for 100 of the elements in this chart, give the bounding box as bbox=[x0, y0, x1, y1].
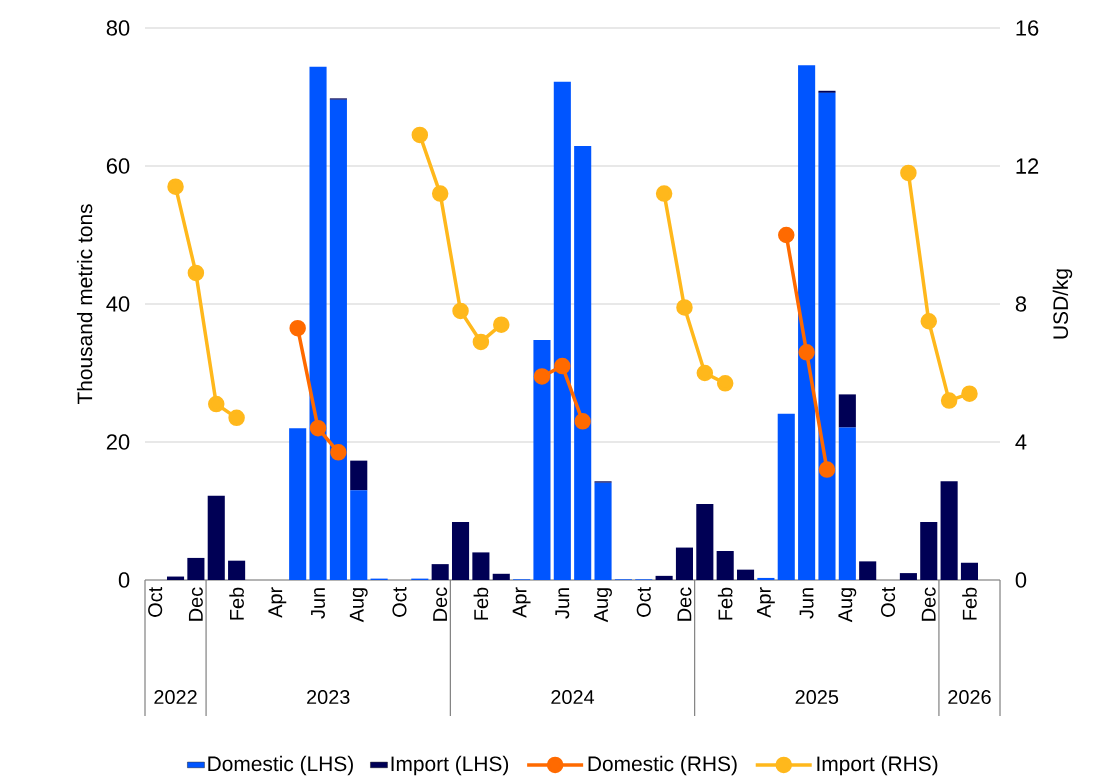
y-tick-label: 20 bbox=[106, 434, 130, 450]
point bbox=[696, 364, 714, 382]
point bbox=[228, 409, 245, 427]
text: 2025 bbox=[795, 689, 839, 705]
bar bbox=[207, 495, 225, 580]
bar bbox=[777, 413, 795, 580]
bar bbox=[675, 547, 694, 580]
x-tick-label: Apr bbox=[756, 587, 775, 618]
bar bbox=[838, 427, 856, 580]
text: 2023 bbox=[307, 689, 350, 705]
bar bbox=[350, 460, 368, 491]
bar bbox=[757, 577, 775, 580]
point bbox=[289, 319, 306, 337]
point bbox=[330, 444, 347, 461]
bar bbox=[594, 482, 612, 580]
x-tick-label: Oct bbox=[636, 586, 651, 617]
y-tick-label: 40 bbox=[106, 296, 130, 312]
y-tick-label: 0 bbox=[118, 572, 130, 588]
y-axis-title: Thousand metric tons bbox=[76, 204, 93, 405]
bar bbox=[451, 522, 470, 580]
bar bbox=[553, 81, 571, 580]
x-tick-label: Feb bbox=[229, 587, 244, 620]
x-tick-label: Aug bbox=[594, 588, 612, 623]
bar bbox=[838, 394, 856, 428]
point bbox=[411, 126, 429, 144]
point bbox=[716, 375, 734, 392]
point bbox=[818, 461, 836, 478]
point bbox=[676, 299, 693, 316]
x-tick-label: Feb bbox=[717, 587, 733, 620]
text: 2022 bbox=[154, 689, 197, 705]
y2-tick-label: 4 bbox=[1015, 434, 1027, 450]
point bbox=[472, 333, 490, 351]
bar bbox=[533, 339, 551, 580]
bar bbox=[899, 573, 917, 580]
x-tick-label: Aug bbox=[838, 588, 857, 623]
point bbox=[452, 302, 469, 320]
bar bbox=[431, 564, 449, 580]
y2-axis-title: USD/kg bbox=[1052, 269, 1073, 339]
bar bbox=[574, 145, 592, 580]
bar bbox=[655, 575, 673, 580]
point bbox=[798, 344, 815, 361]
legend-label: Domestic (LHS) bbox=[208, 755, 353, 776]
bar bbox=[940, 481, 958, 580]
point bbox=[187, 264, 205, 282]
bar bbox=[350, 490, 368, 580]
x-tick-label: Feb bbox=[473, 587, 489, 620]
point bbox=[431, 185, 449, 202]
point bbox=[493, 316, 510, 333]
point bbox=[309, 419, 327, 437]
bar bbox=[309, 66, 327, 580]
x-tick-label: Oct bbox=[880, 586, 896, 617]
bar bbox=[798, 65, 816, 580]
point bbox=[920, 313, 938, 330]
y2-tick-label: 16 bbox=[1016, 20, 1039, 36]
bar bbox=[818, 90, 836, 93]
x-tick-label: Jun bbox=[311, 588, 325, 619]
point bbox=[208, 395, 225, 413]
legend-label: Import (LHS) bbox=[391, 755, 509, 776]
bar bbox=[818, 92, 836, 580]
bar bbox=[228, 560, 246, 580]
x-tick-label: Apr bbox=[512, 587, 531, 618]
bar bbox=[920, 522, 938, 580]
legend-label: Domestic (RHS) bbox=[588, 755, 737, 776]
y-tick-label: 80 bbox=[106, 20, 130, 36]
y2-tick-label: 0 bbox=[1015, 572, 1027, 588]
point bbox=[900, 164, 917, 182]
x-tick-label: Jun bbox=[555, 588, 570, 619]
bar bbox=[289, 428, 307, 580]
x-tick-label: Dec bbox=[677, 587, 692, 621]
x-tick-label: Aug bbox=[349, 588, 368, 623]
point bbox=[574, 413, 591, 430]
point bbox=[655, 185, 673, 202]
x-tick-label: Dec bbox=[433, 587, 448, 621]
text: 2024 bbox=[551, 689, 595, 705]
x-tick-label: Dec bbox=[188, 587, 203, 621]
bar bbox=[736, 569, 755, 580]
y2-tick-label: 8 bbox=[1015, 296, 1027, 312]
legend-label: Import (RHS) bbox=[817, 755, 938, 776]
bar bbox=[492, 573, 510, 580]
x-tick-label: Jun bbox=[799, 588, 814, 619]
x-tick-label: Oct bbox=[392, 586, 407, 617]
point bbox=[778, 226, 795, 244]
bar bbox=[960, 562, 979, 580]
x-tick-label: Feb bbox=[962, 587, 977, 620]
x-tick-label: Oct bbox=[148, 586, 163, 617]
point bbox=[533, 368, 551, 385]
bar bbox=[859, 561, 877, 580]
bar bbox=[696, 504, 714, 580]
bar bbox=[716, 551, 734, 580]
bar bbox=[187, 557, 205, 580]
text: 2026 bbox=[948, 689, 991, 705]
bar bbox=[329, 99, 347, 580]
bar bbox=[472, 552, 490, 580]
x-tick-label: Dec bbox=[921, 587, 936, 621]
point bbox=[167, 178, 184, 195]
x-tick-label: Apr bbox=[268, 587, 287, 618]
point bbox=[961, 385, 978, 402]
y2-tick-label: 12 bbox=[1016, 158, 1039, 174]
point bbox=[554, 357, 571, 375]
point bbox=[940, 392, 958, 409]
